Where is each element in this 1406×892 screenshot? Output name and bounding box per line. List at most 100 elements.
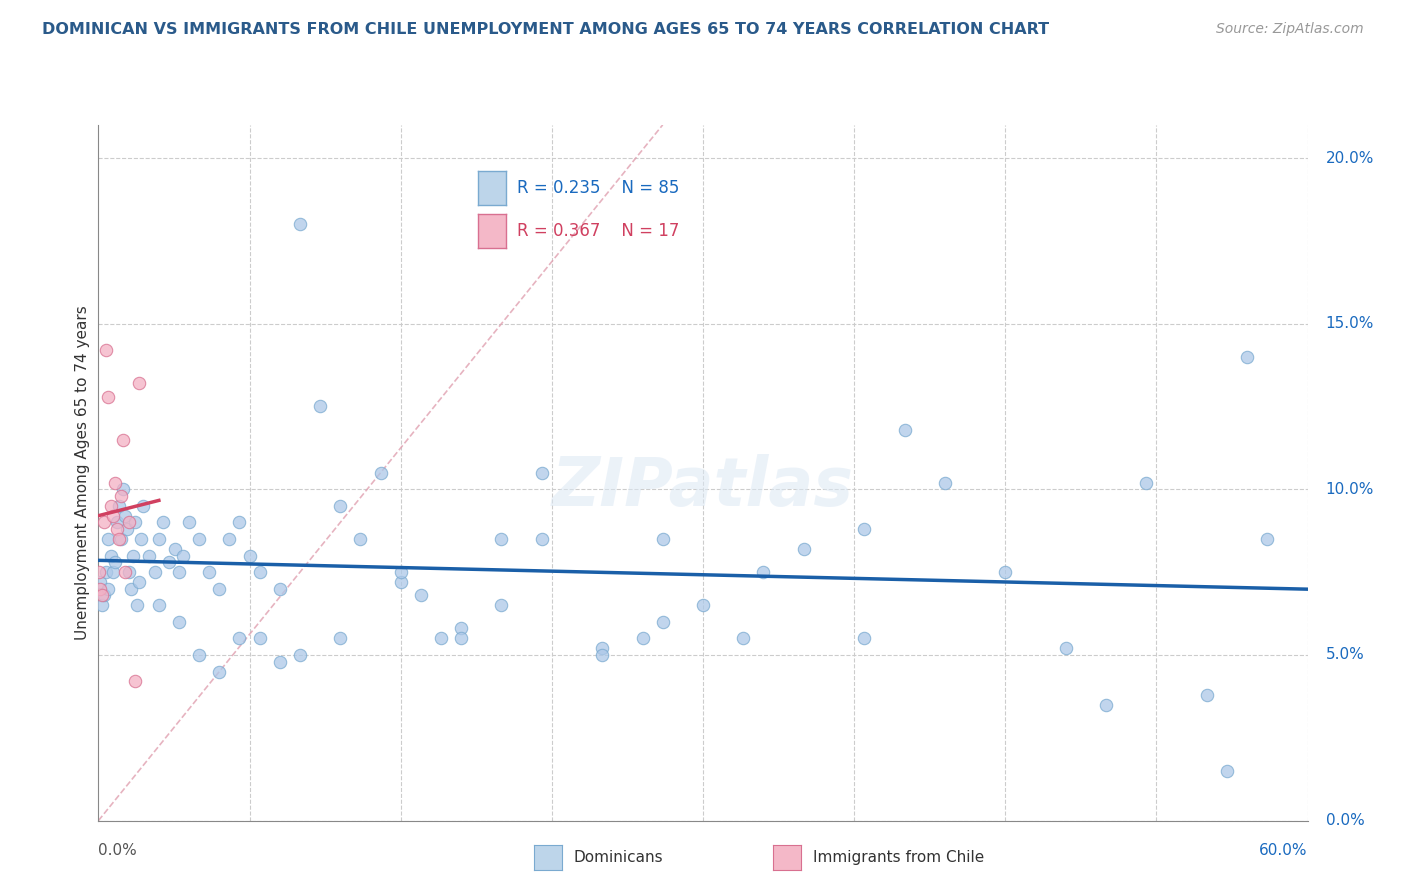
Point (530, 466, 553, 480)
Text: DOMINICAN VS IMMIGRANTS FROM CHILE UNEMPLOYMENT AMONG AGES 65 TO 74 YEARS CORREL: DOMINICAN VS IMMIGRANTS FROM CHILE UNEMP… (42, 22, 1049, 37)
Point (105, 522, 128, 536)
Point (110, 532, 132, 546)
Point (97, 532, 120, 546)
Point (111, 433, 134, 447)
Point (269, 655, 291, 669)
Point (100, 499, 122, 513)
Point (97, 582, 120, 596)
Text: Dominicans: Dominicans (574, 850, 664, 864)
Text: 10.0%: 10.0% (1326, 482, 1374, 497)
Point (124, 516, 146, 530)
Point (249, 565, 271, 579)
Point (288, 217, 311, 231)
Point (491, 599, 513, 613)
Point (125, 599, 148, 613)
Point (89, 582, 111, 596)
Point (107, 499, 129, 513)
Text: 60.0%: 60.0% (1260, 843, 1308, 858)
Text: R = 0.235    N = 85: R = 0.235 N = 85 (517, 179, 679, 197)
Point (91, 599, 114, 613)
Point (118, 565, 141, 579)
Point (491, 532, 513, 546)
Point (100, 549, 122, 563)
Y-axis label: Unemployment Among Ages 65 to 74 years: Unemployment Among Ages 65 to 74 years (75, 305, 90, 640)
Point (239, 549, 262, 563)
Point (651, 532, 673, 546)
Point (188, 532, 211, 546)
Point (349, 532, 371, 546)
Point (934, 475, 956, 490)
Point (1135, 475, 1157, 490)
Point (132, 499, 155, 513)
Point (208, 665, 231, 679)
Point (692, 599, 714, 613)
Point (249, 632, 271, 646)
Point (163, 541, 186, 556)
Point (309, 400, 332, 414)
Point (329, 499, 352, 513)
Point (110, 489, 132, 503)
Text: 0.0%: 0.0% (98, 843, 138, 858)
Point (450, 622, 472, 636)
Point (96, 343, 118, 358)
Point (198, 565, 221, 579)
Point (631, 632, 654, 646)
Point (228, 516, 250, 530)
Point (1095, 698, 1118, 712)
Point (120, 582, 142, 596)
Point (288, 648, 311, 662)
Point (269, 582, 291, 596)
Point (793, 541, 815, 556)
Point (157, 555, 180, 569)
Point (114, 565, 136, 579)
Point (1256, 532, 1278, 546)
Point (97, 390, 120, 404)
Point (591, 648, 613, 662)
Point (179, 516, 201, 530)
Text: 20.0%: 20.0% (1326, 151, 1374, 166)
Point (853, 522, 876, 536)
Point (93, 588, 115, 602)
Point (143, 565, 166, 579)
Point (96, 565, 118, 579)
Point (752, 565, 775, 579)
Point (115, 522, 138, 536)
Point (994, 565, 1017, 579)
Point (1054, 641, 1077, 656)
Text: 5.0%: 5.0% (1326, 648, 1364, 663)
Point (389, 565, 412, 579)
Point (853, 632, 876, 646)
Point (121, 549, 143, 563)
Point (124, 674, 146, 689)
Point (1236, 350, 1258, 364)
Point (101, 565, 124, 579)
Point (105, 516, 128, 530)
Point (107, 532, 129, 546)
Point (1195, 688, 1218, 702)
Point (651, 615, 673, 629)
Point (409, 588, 432, 602)
Point (129, 532, 152, 546)
Point (188, 648, 211, 662)
Point (530, 532, 553, 546)
Point (111, 483, 134, 497)
Point (450, 632, 472, 646)
Point (93, 516, 115, 530)
Text: Immigrants from Chile: Immigrants from Chile (813, 850, 984, 864)
Text: 0.0%: 0.0% (1326, 814, 1364, 828)
Point (118, 516, 141, 530)
Point (103, 555, 125, 569)
Point (101, 508, 124, 523)
Text: 15.0%: 15.0% (1326, 316, 1374, 331)
Point (208, 582, 231, 596)
Point (152, 516, 174, 530)
Point (430, 632, 453, 646)
Point (128, 575, 150, 590)
Point (167, 615, 190, 629)
Text: R = 0.367    N = 17: R = 0.367 N = 17 (517, 222, 679, 240)
Point (370, 466, 392, 480)
Point (591, 641, 613, 656)
Point (172, 549, 194, 563)
Point (89, 575, 111, 590)
Point (893, 423, 915, 437)
